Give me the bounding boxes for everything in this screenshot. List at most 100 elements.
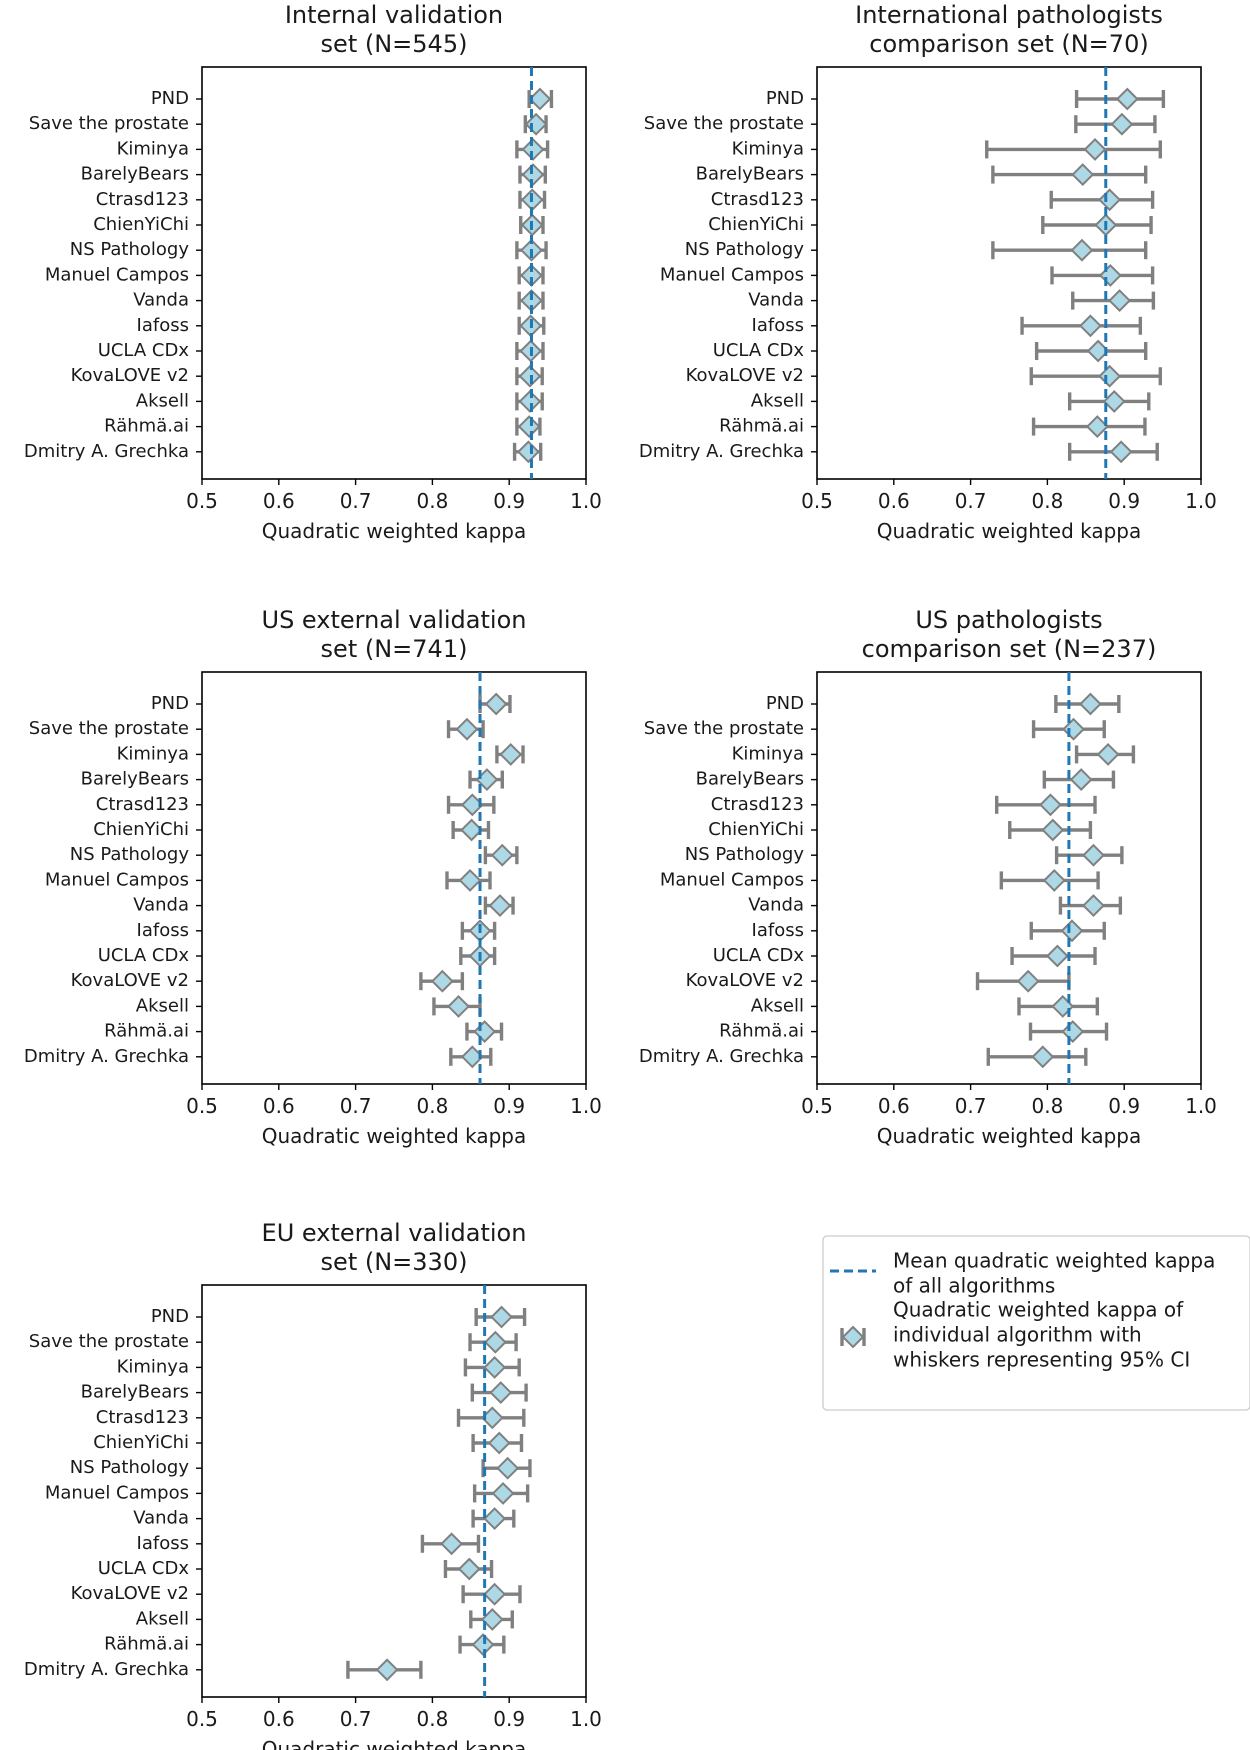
plot-frame (201, 1284, 587, 1698)
x-tick-label: 0.7 (955, 489, 987, 513)
y-tick-label-save-the-prostate: Save the prostate (29, 1331, 189, 1352)
kappa-marker-pnd (528, 87, 552, 111)
kappa-marker-ns-pathology (1070, 238, 1094, 262)
kappa-marker-iafoss (1078, 314, 1102, 338)
y-tick-label-manuel-campos: Manuel Campos (660, 264, 804, 285)
y-tick-label-aksell: Aksell (751, 995, 804, 1016)
y-tick-label-ucla-cdx: UCLA CDx (713, 945, 805, 966)
kappa-marker-kiminya (483, 1355, 507, 1379)
kappa-marker-kovalove-v2 (1016, 969, 1040, 993)
y-tick-label-vanda: Vanda (748, 895, 804, 916)
x-tick-label: 0.7 (340, 1707, 372, 1731)
x-tick-label: 0.5 (801, 1094, 833, 1118)
y-tick-label-dmitry-a-grechka: Dmitry A. Grechka (24, 441, 189, 462)
kappa-marker-r-hm-ai (1061, 1020, 1085, 1044)
kappa-marker-manuel-campos (491, 1481, 515, 1505)
kappa-marker-aksell (1102, 389, 1126, 413)
y-tick-label-barelybears: BarelyBears (81, 164, 189, 185)
y-tick-label-r-hm-ai: Rähmä.ai (719, 416, 804, 437)
panel-title-line: US pathologists (915, 606, 1102, 634)
x-tick-label: 1.0 (570, 1707, 602, 1731)
y-tick-label-kovalove-v2: KovaLOVE v2 (71, 970, 189, 991)
x-tick-label: 0.9 (493, 489, 525, 513)
y-tick-label-save-the-prostate: Save the prostate (29, 718, 189, 739)
panel-title-line: EU external validation (262, 1219, 527, 1247)
kappa-marker-save-the-prostate (1110, 112, 1134, 136)
y-tick-label-dmitry-a-grechka: Dmitry A. Grechka (639, 441, 804, 462)
y-tick-label-ucla-cdx: UCLA CDx (98, 1558, 190, 1579)
panel-title-line: Internal validation (285, 1, 503, 29)
y-tick-label-barelybears: BarelyBears (81, 769, 189, 790)
kappa-marker-pnd (490, 1305, 513, 1329)
y-tick-label-pnd: PND (151, 88, 189, 109)
y-tick-label-dmitry-a-grechka: Dmitry A. Grechka (24, 1046, 189, 1067)
kappa-marker-chienyichi (487, 1431, 511, 1455)
y-tick-label-kiminya: Kiminya (732, 743, 804, 764)
y-tick-label-ucla-cdx: UCLA CDx (713, 340, 805, 361)
kappa-marker-kovalove-v2 (483, 1582, 507, 1606)
y-tick-label-chienyichi: ChienYiChi (93, 1432, 189, 1453)
y-tick-label-manuel-campos: Manuel Campos (45, 1482, 189, 1503)
x-tick-label: 0.5 (186, 1094, 218, 1118)
x-tick-label: 0.6 (263, 1094, 295, 1118)
panel-title-line: comparison set (N=237) (862, 635, 1157, 663)
y-tick-label-aksell: Aksell (136, 995, 189, 1016)
y-tick-label-chienyichi: ChienYiChi (93, 214, 189, 235)
panel-title-line: set (N=741) (321, 635, 468, 663)
x-tick-label: 0.8 (1031, 489, 1063, 513)
kappa-marker-barelybears (1071, 163, 1095, 187)
y-tick-label-kiminya: Kiminya (117, 743, 189, 764)
kappa-marker-aksell (447, 994, 470, 1018)
legend-marker-label: individual algorithm with (893, 1323, 1142, 1347)
y-tick-label-iafoss: Iafoss (137, 315, 189, 336)
kappa-marker-r-hm-ai (471, 1633, 495, 1657)
y-tick-label-save-the-prostate: Save the prostate (29, 113, 189, 134)
y-tick-label-aksell: Aksell (136, 390, 189, 411)
kappa-marker-dmitry-a-grechka (375, 1658, 399, 1682)
legend-frame (822, 1235, 1250, 1411)
kappa-marker-ctrasd123 (1039, 793, 1062, 817)
y-tick-label-kovalove-v2: KovaLOVE v2 (686, 970, 804, 991)
x-tick-label: 0.9 (493, 1707, 525, 1731)
kappa-marker-kiminya (1096, 742, 1120, 766)
y-tick-label-chienyichi: ChienYiChi (708, 214, 804, 235)
kappa-marker-ucla-cdx (1045, 944, 1069, 968)
kappa-marker-dmitry-a-grechka (516, 440, 540, 464)
y-tick-label-manuel-campos: Manuel Campos (660, 869, 804, 890)
plot-frame (816, 671, 1202, 1085)
kappa-marker-vanda (1108, 289, 1132, 313)
y-tick-label-ucla-cdx: UCLA CDx (98, 340, 190, 361)
kappa-marker-dmitry-a-grechka (1109, 440, 1133, 464)
x-axis-label: Quadratic weighted kappa (262, 519, 527, 543)
kappa-marker-kovalove-v2 (518, 364, 542, 388)
plot-frame (816, 66, 1202, 480)
x-axis-label: Quadratic weighted kappa (877, 519, 1142, 543)
y-tick-label-manuel-campos: Manuel Campos (45, 869, 189, 890)
x-tick-label: 1.0 (570, 489, 602, 513)
x-axis-label: Quadratic weighted kappa (262, 1124, 527, 1148)
y-tick-label-vanda: Vanda (133, 895, 189, 916)
x-tick-label: 0.9 (1108, 489, 1140, 513)
y-tick-label-dmitry-a-grechka: Dmitry A. Grechka (24, 1659, 189, 1680)
kappa-marker-ns-pathology (1082, 843, 1105, 867)
y-tick-label-pnd: PND (766, 693, 804, 714)
y-tick-label-ctrasd123: Ctrasd123 (96, 1407, 189, 1428)
y-tick-label-ctrasd123: Ctrasd123 (96, 794, 189, 815)
panel-title-line: comparison set (N=70) (869, 30, 1148, 58)
kappa-marker-aksell (518, 389, 542, 413)
kappa-marker-barelybears (489, 1381, 513, 1405)
x-tick-label: 0.8 (416, 489, 448, 513)
y-tick-label-save-the-prostate: Save the prostate (644, 113, 804, 134)
y-tick-label-ns-pathology: NS Pathology (70, 1457, 190, 1478)
y-tick-label-barelybears: BarelyBears (696, 769, 804, 790)
x-tick-label: 0.8 (416, 1707, 448, 1731)
kappa-marker-barelybears (521, 163, 545, 187)
y-tick-label-iafoss: Iafoss (752, 315, 804, 336)
kappa-marker-iafoss (440, 1532, 464, 1556)
y-tick-label-iafoss: Iafoss (137, 920, 189, 941)
y-tick-label-kiminya: Kiminya (117, 1356, 189, 1377)
